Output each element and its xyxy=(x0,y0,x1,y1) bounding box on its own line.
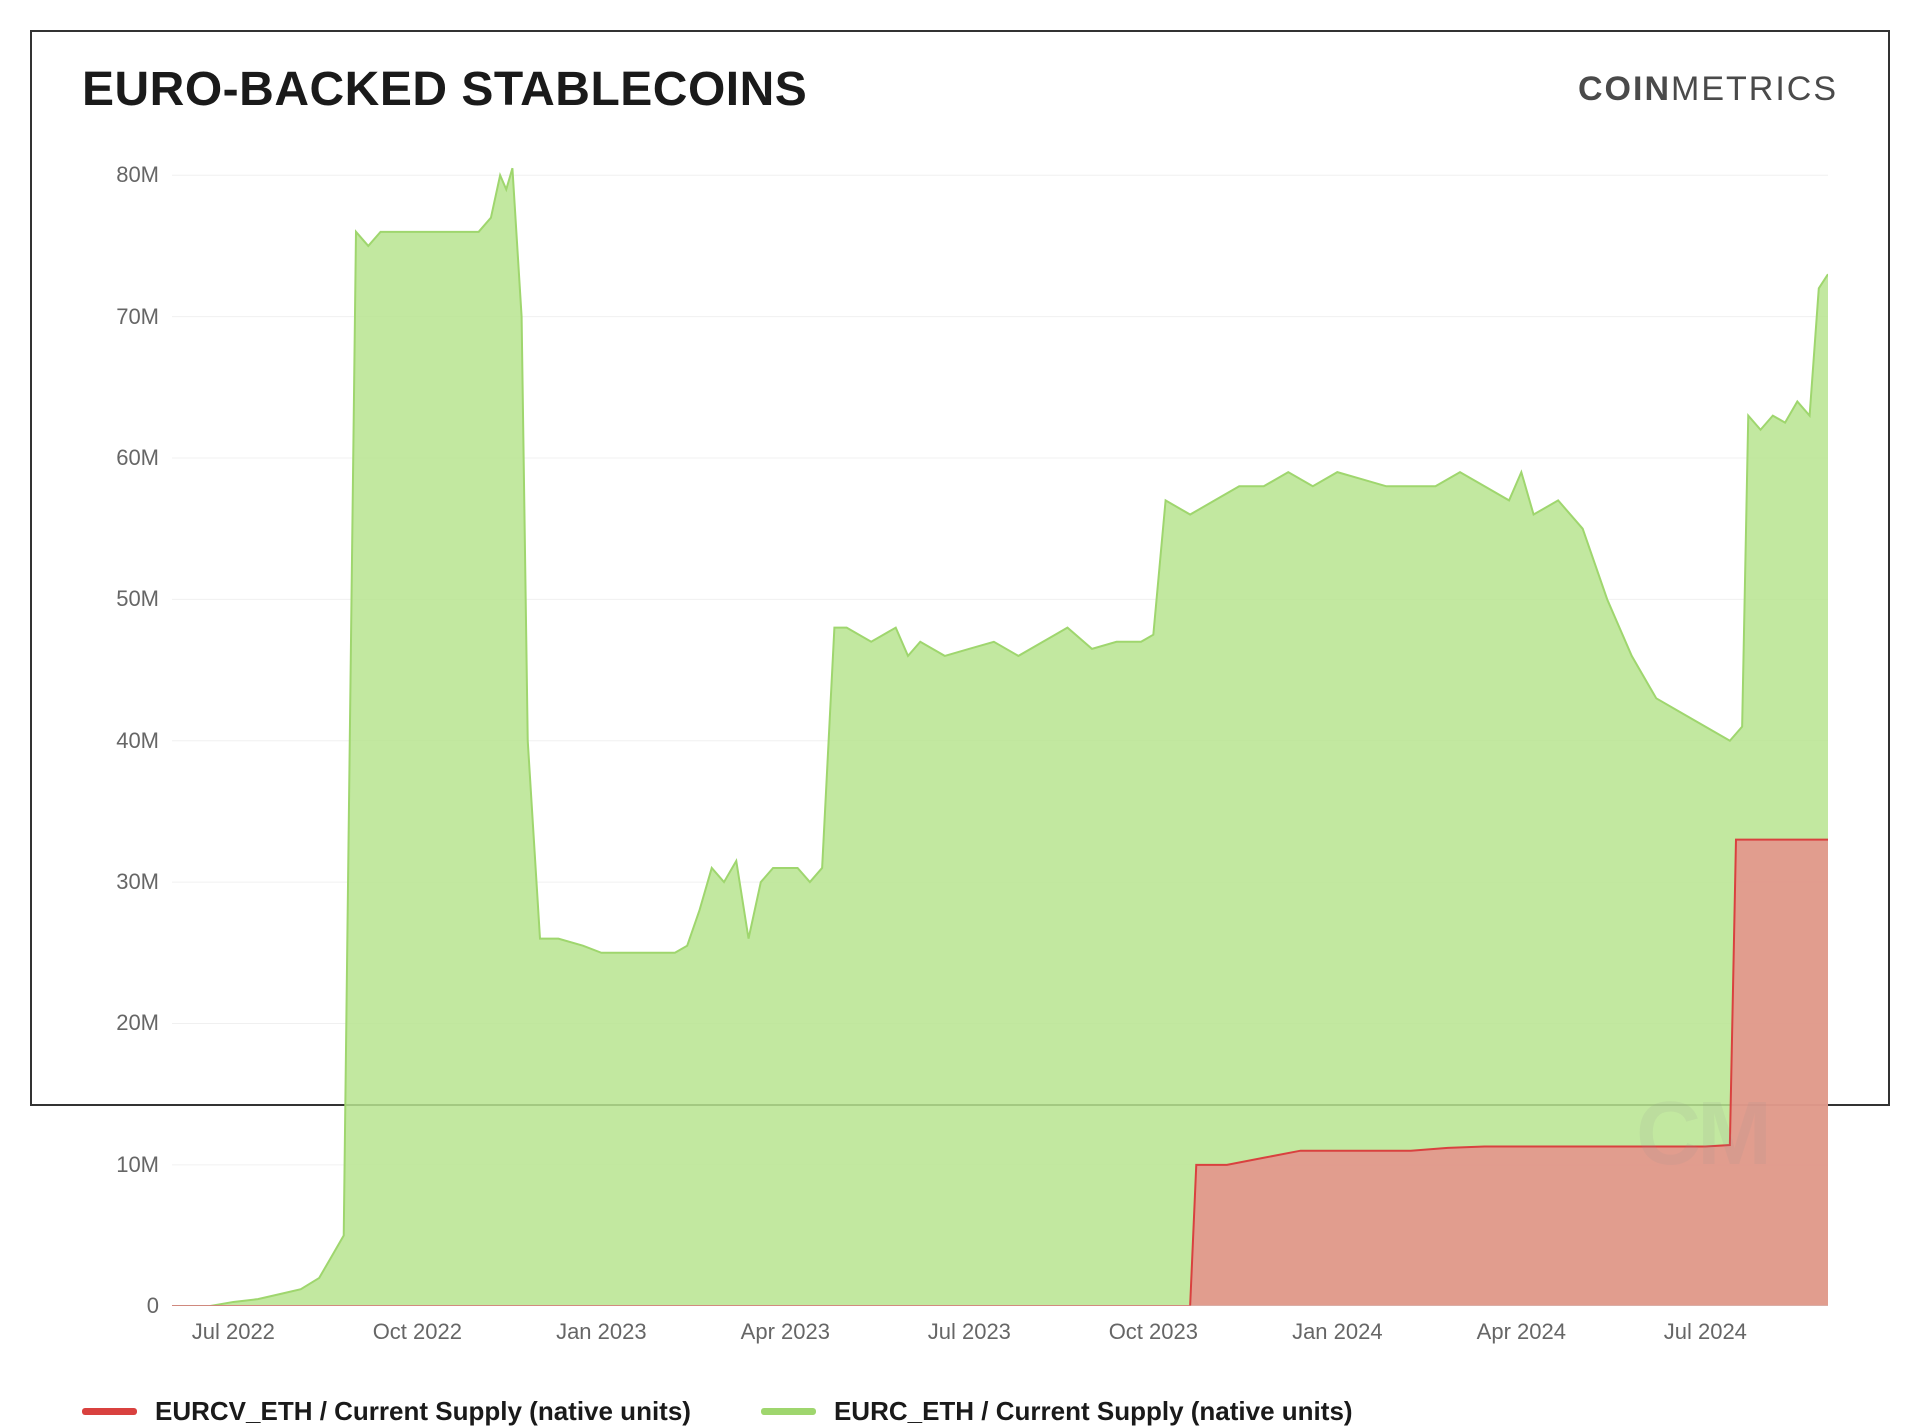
x-axis: Jul 2022 Oct 2022 Jan 2023 Apr 2023 Jul 2023… xyxy=(172,1311,1828,1366)
x-tick-label: Jul 2024 xyxy=(1664,1319,1747,1345)
chart-svg xyxy=(172,147,1828,1306)
y-tick-label: 30M xyxy=(116,869,159,895)
chart-frame: EURO-BACKED STABLECOINS COINMETRICS 010M… xyxy=(30,30,1890,1106)
legend-swatch xyxy=(761,1408,816,1415)
chart-area: 0 10M 20M 30M 40M 50M 60M 70M 80M CM Jul 2022 Oct… xyxy=(72,137,1848,1366)
y-tick-label: 80M xyxy=(116,162,159,188)
x-tick-label: Apr 2023 xyxy=(741,1319,830,1345)
x-tick-label: Jul 2023 xyxy=(928,1319,1011,1345)
y-axis: 010M20M30M40M50M60M70M80M xyxy=(72,147,167,1306)
x-tick-label: Oct 2022 xyxy=(373,1319,462,1345)
x-tick-label: Jul 2022 xyxy=(192,1319,275,1345)
chart-title: EURO-BACKED STABLECOINS xyxy=(82,62,807,117)
y-tick-label: 70M xyxy=(116,304,159,330)
brand-bold: COIN xyxy=(1578,70,1671,108)
x-tick-label: Jan 2024 xyxy=(1292,1319,1383,1345)
y-tick-label: 40M xyxy=(116,728,159,754)
y-tick-label: 0 xyxy=(147,1293,159,1319)
chart-header: EURO-BACKED STABLECOINS COINMETRICS xyxy=(72,62,1848,137)
legend-swatch xyxy=(82,1408,137,1415)
legend-item-EURCV_ETH: EURCV_ETH / Current Supply (native units… xyxy=(82,1396,691,1427)
legend-label: EURCV_ETH / Current Supply (native units… xyxy=(155,1396,691,1427)
series-area-EURC_ETH xyxy=(172,168,1828,1306)
y-tick-label: 50M xyxy=(116,586,159,612)
chart-legend: EURCV_ETH / Current Supply (native units… xyxy=(72,1366,1848,1427)
y-tick-label: 20M xyxy=(116,1010,159,1036)
x-tick-label: Oct 2023 xyxy=(1109,1319,1198,1345)
plot-area: CM xyxy=(172,147,1828,1306)
y-tick-label: 10M xyxy=(116,1152,159,1178)
y-tick-label: 60M xyxy=(116,445,159,471)
brand-light: METRICS xyxy=(1671,70,1838,108)
legend-label: EURC_ETH / Current Supply (native units) xyxy=(834,1396,1353,1427)
x-tick-label: Apr 2024 xyxy=(1477,1319,1566,1345)
legend-item-EURC_ETH: EURC_ETH / Current Supply (native units) xyxy=(761,1396,1353,1427)
x-tick-label: Jan 2023 xyxy=(556,1319,647,1345)
brand-logo: COINMETRICS xyxy=(1578,70,1838,109)
